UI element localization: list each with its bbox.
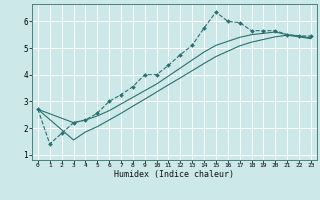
X-axis label: Humidex (Indice chaleur): Humidex (Indice chaleur) xyxy=(115,170,234,179)
